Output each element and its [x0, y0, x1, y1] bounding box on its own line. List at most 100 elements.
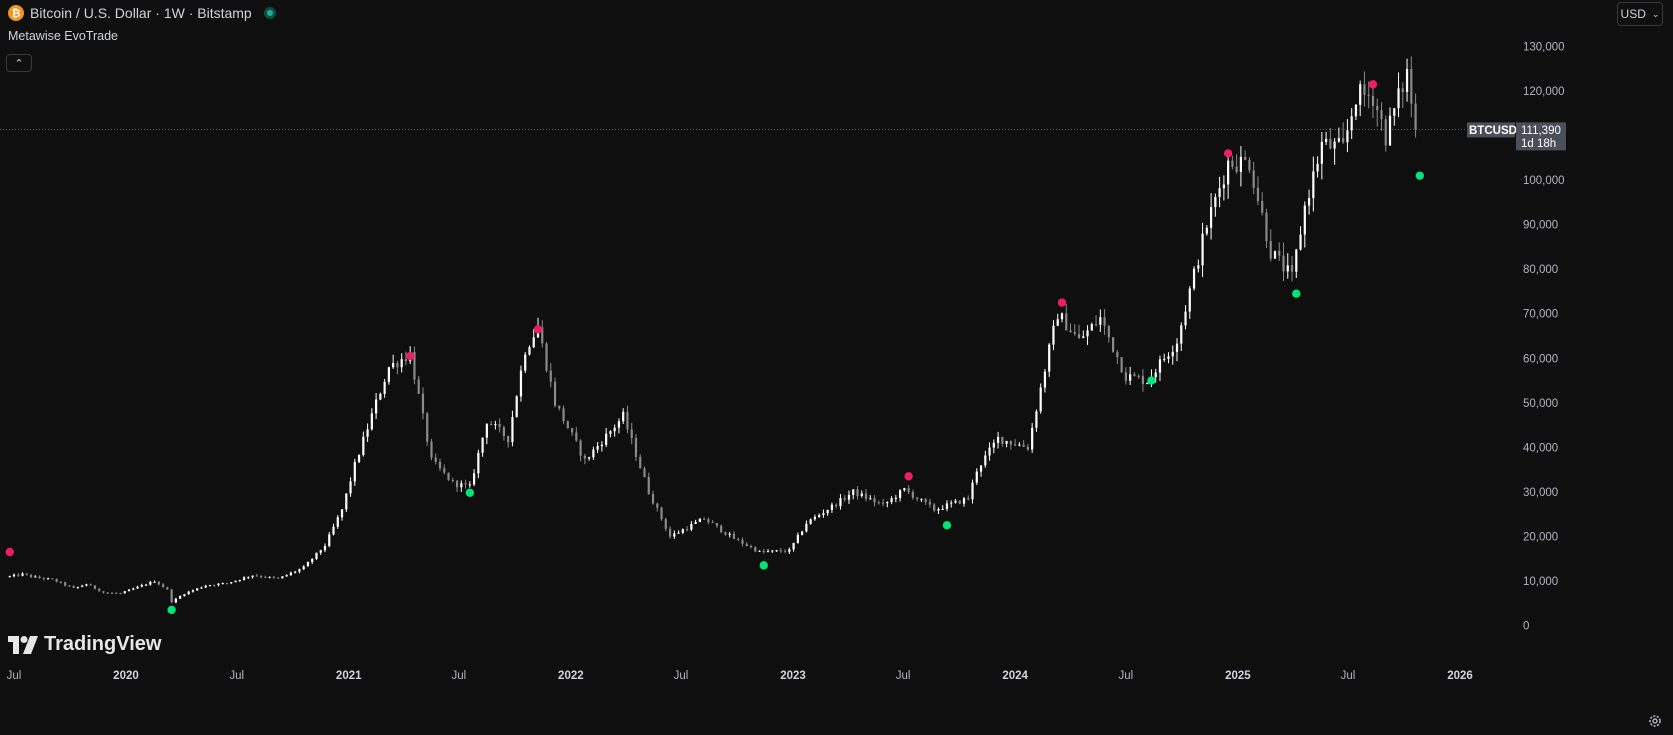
candle — [809, 518, 812, 525]
sell-signal-dot — [5, 547, 14, 557]
indicator-name[interactable]: Metawise EvoTrade — [8, 29, 118, 43]
candle — [1286, 253, 1289, 279]
candle — [967, 495, 970, 501]
buy-signal-dot — [1147, 376, 1156, 385]
candle — [251, 575, 254, 579]
tradingview-logo[interactable]: TradingView — [8, 633, 161, 656]
candle — [1116, 349, 1119, 364]
market-open-icon — [263, 7, 276, 19]
candle — [302, 565, 305, 571]
candle — [127, 588, 131, 592]
candle — [1171, 345, 1174, 365]
candle — [988, 442, 991, 461]
candle — [933, 503, 936, 513]
candle — [792, 542, 795, 552]
candle — [1244, 150, 1247, 161]
candle — [375, 392, 378, 420]
candle — [85, 583, 88, 587]
candle — [864, 489, 868, 502]
candle — [992, 439, 995, 454]
candle — [643, 466, 646, 478]
gear-icon[interactable] — [1647, 713, 1663, 729]
price-tick-label: 0 — [1523, 621, 1529, 633]
candle — [259, 575, 263, 579]
candle — [1154, 368, 1157, 383]
collapse-indicators-button[interactable]: ⌃ — [6, 54, 32, 72]
time-tick-label: Jul — [1341, 670, 1356, 682]
candle — [1333, 137, 1336, 165]
candle — [941, 505, 944, 511]
candle — [387, 366, 390, 385]
symbol-title[interactable]: Bitcoin / U.S. Dollar · 1W · Bitstamp — [30, 5, 252, 21]
candle — [1167, 352, 1170, 364]
buy-signal-dot — [167, 605, 176, 615]
tradingview-logo-text: TradingView — [44, 633, 162, 655]
candle — [1342, 122, 1345, 144]
bitcoin-icon: ₿ — [8, 5, 24, 21]
candle — [1239, 146, 1243, 187]
candle — [1393, 108, 1396, 126]
candle — [507, 435, 510, 448]
candle — [392, 354, 395, 369]
candle — [200, 586, 203, 589]
price-tick-label: 130,000 — [1523, 42, 1565, 54]
candle — [1099, 309, 1102, 332]
candle — [1350, 108, 1353, 139]
symbol-header[interactable]: ₿ Bitcoin / U.S. Dollar · 1W · Bitstamp — [8, 5, 276, 21]
candle — [886, 501, 889, 508]
candle — [490, 420, 493, 426]
candle — [1405, 58, 1409, 102]
price-tick-label: 80,000 — [1523, 264, 1558, 276]
candle — [1060, 312, 1064, 323]
candle — [592, 446, 595, 460]
candle — [711, 520, 714, 524]
candle — [1325, 131, 1328, 146]
candle — [213, 584, 216, 587]
candle — [877, 500, 880, 505]
candle — [519, 365, 523, 402]
candle — [191, 589, 195, 593]
candle — [447, 472, 450, 481]
time-tick-label: 2026 — [1447, 670, 1473, 682]
candle — [541, 320, 544, 348]
candle — [1401, 82, 1404, 108]
candle — [1073, 324, 1076, 336]
candle — [72, 585, 75, 589]
candle — [690, 521, 693, 532]
price-tick-label: 120,000 — [1523, 86, 1565, 98]
candle — [1290, 255, 1294, 282]
candle — [1077, 324, 1081, 340]
candle — [234, 580, 237, 583]
candle — [430, 438, 433, 461]
candle — [741, 537, 744, 547]
candle — [1129, 366, 1132, 386]
candle — [353, 458, 356, 486]
candle — [34, 575, 37, 578]
candle — [183, 593, 186, 597]
currency-selector[interactable]: USD ⌄ — [1617, 2, 1663, 26]
candle — [881, 498, 885, 507]
candle — [984, 450, 987, 468]
candle — [549, 363, 552, 388]
candle — [106, 592, 109, 594]
candle — [76, 586, 80, 589]
candle — [413, 346, 416, 385]
candle — [830, 502, 834, 513]
candle — [455, 480, 459, 492]
candle — [613, 424, 616, 437]
candlestick-series — [8, 56, 1417, 604]
currency-label: USD — [1620, 7, 1646, 21]
price-tick-label: 30,000 — [1523, 487, 1558, 499]
sell-signal-dot — [533, 325, 543, 334]
candle — [1009, 440, 1012, 450]
time-tick-label: Jul — [229, 670, 244, 682]
candle — [81, 584, 84, 588]
candle — [1043, 368, 1047, 393]
time-axis[interactable]: Jul 2020 Jul 2021 Jul 2022 Jul 2023 Jul 2024 Jul 20… — [7, 670, 1473, 682]
candle — [1256, 176, 1260, 206]
candle — [894, 495, 897, 503]
candle — [174, 597, 177, 604]
candle — [1316, 156, 1319, 178]
candle — [651, 490, 655, 505]
